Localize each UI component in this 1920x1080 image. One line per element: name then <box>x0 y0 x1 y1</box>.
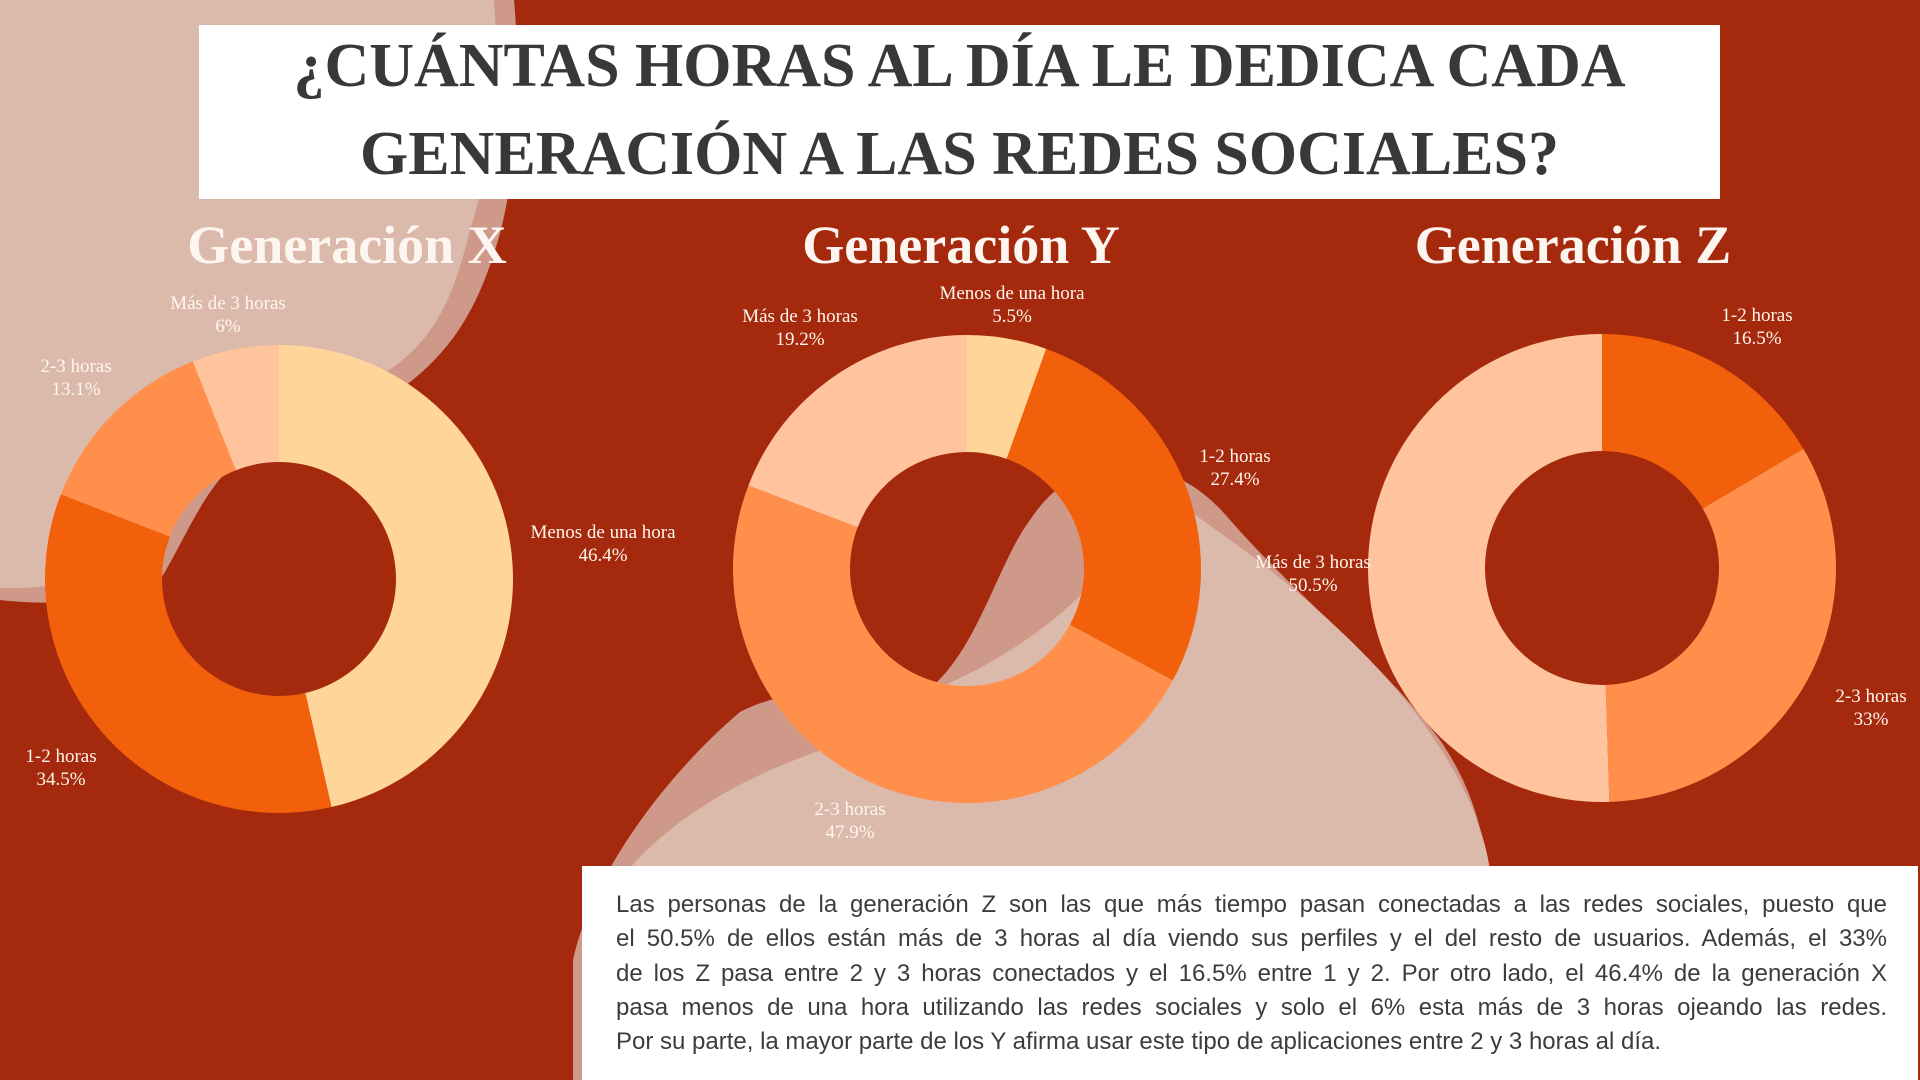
slice-label-1-2-horas: 1-2 horas 16.5% <box>1721 304 1792 350</box>
title-banner: ¿CUÁNTAS HORAS AL DÍA LE DEDICA CADA GEN… <box>199 25 1720 199</box>
slice-category: 2-3 horas <box>1835 686 1907 707</box>
slice-value: 13.1% <box>51 379 101 400</box>
slice-category: Menos de una hora <box>530 522 676 543</box>
slice-label-1-2-horas: 1-2 horas 34.5% <box>25 745 96 791</box>
summary-line: Las personas de la generación Z son las … <box>616 891 1887 918</box>
slice-category: Más de 3 horas <box>170 293 286 314</box>
summary-line: el 50.5% de ellos están más de 3 horas a… <box>616 925 1887 953</box>
slice-value: 46.4% <box>578 545 628 566</box>
slice-value: 16.5% <box>1732 328 1782 349</box>
donut-slice-2-3-horas <box>732 485 1173 804</box>
chart-title-generacion-z: Generación Z <box>1414 215 1732 275</box>
slice-label-2-3-horas: 2-3 horas 33% <box>1835 685 1906 731</box>
slice-value: 19.2% <box>775 329 825 350</box>
donut-slice-2-3-horas <box>60 361 236 537</box>
donut-slice-mas-de-3-horas <box>748 335 967 528</box>
donut-slice-1-2-horas <box>44 494 332 814</box>
slice-label-mas-de-3-horas: Más de 3 horas 19.2% <box>742 305 858 351</box>
donut-generacion-x <box>44 345 514 814</box>
page-title-line-1: ¿CUÁNTAS HORAS AL DÍA LE DEDICA CADA <box>293 32 1626 100</box>
slice-value: 6% <box>215 316 241 337</box>
slice-category: 1-2 horas <box>1199 446 1271 467</box>
slice-category: Menos de una hora <box>939 283 1085 304</box>
donut-generacion-z <box>1367 334 1836 802</box>
donut-generacion-y <box>732 335 1201 804</box>
summary-line: pasa menos de una hora utilizando las re… <box>616 993 1887 1021</box>
slice-value: 5.5% <box>992 306 1032 327</box>
slice-label-mas-de-3-horas: Más de 3 horas 50.5% <box>1255 551 1371 597</box>
donut-slice-mas-de-3-horas <box>192 345 279 471</box>
slice-label-menos-de-una-hora: Menos de una hora 5.5% <box>939 282 1084 328</box>
slice-label-mas-de-3-horas: Más de 3 horas 6% <box>170 292 286 338</box>
slice-label-2-3-horas: 2-3 horas 47.9% <box>814 798 885 844</box>
slice-category: Más de 3 horas <box>1255 552 1371 573</box>
summary-box: Las personas de la generación Z son las … <box>582 866 1918 1080</box>
slice-category: Más de 3 horas <box>742 306 858 327</box>
slice-value: 47.9% <box>825 822 875 843</box>
chart-title-generacion-y: Generación Y <box>802 215 1120 275</box>
slice-value: 33% <box>1853 709 1889 730</box>
donut-slice-menos-de-una-hora <box>967 335 1047 459</box>
donut-slice-2-3-horas <box>1605 448 1836 802</box>
slice-label-1-2-horas: 1-2 horas 27.4% <box>1199 445 1270 491</box>
donut-slice-mas-de-3-horas <box>1367 334 1610 802</box>
slice-category: 1-2 horas <box>25 746 97 767</box>
summary-line: de los Z pasa entre 2 y 3 horas conectad… <box>616 959 1887 987</box>
slice-category: 2-3 horas <box>814 799 886 820</box>
slice-label-2-3-horas: 2-3 horas 13.1% <box>40 355 111 401</box>
donut-charts <box>44 334 1836 814</box>
slice-value: 34.5% <box>36 769 86 790</box>
slice-label-menos-de-una-hora: Menos de una hora 46.4% <box>530 521 675 567</box>
slice-value: 50.5% <box>1288 575 1338 596</box>
donut-slice-1-2-horas <box>1602 334 1804 509</box>
donut-slice-1-2-horas <box>1006 348 1201 681</box>
summary-line: Por su parte, la mayor parte de los Y af… <box>616 1028 1662 1056</box>
summary-paragraph: Las personas de la generación Z son las … <box>616 888 1887 1059</box>
slice-category: 2-3 horas <box>40 356 112 377</box>
donut-slice-menos-de-una-hora <box>279 345 514 808</box>
slice-category: 1-2 horas <box>1721 305 1793 326</box>
chart-title-generacion-x: Generación X <box>187 215 507 275</box>
slice-value: 27.4% <box>1210 469 1260 490</box>
page-title-line-2: GENERACIÓN A LAS REDES SOCIALES? <box>359 120 1559 188</box>
